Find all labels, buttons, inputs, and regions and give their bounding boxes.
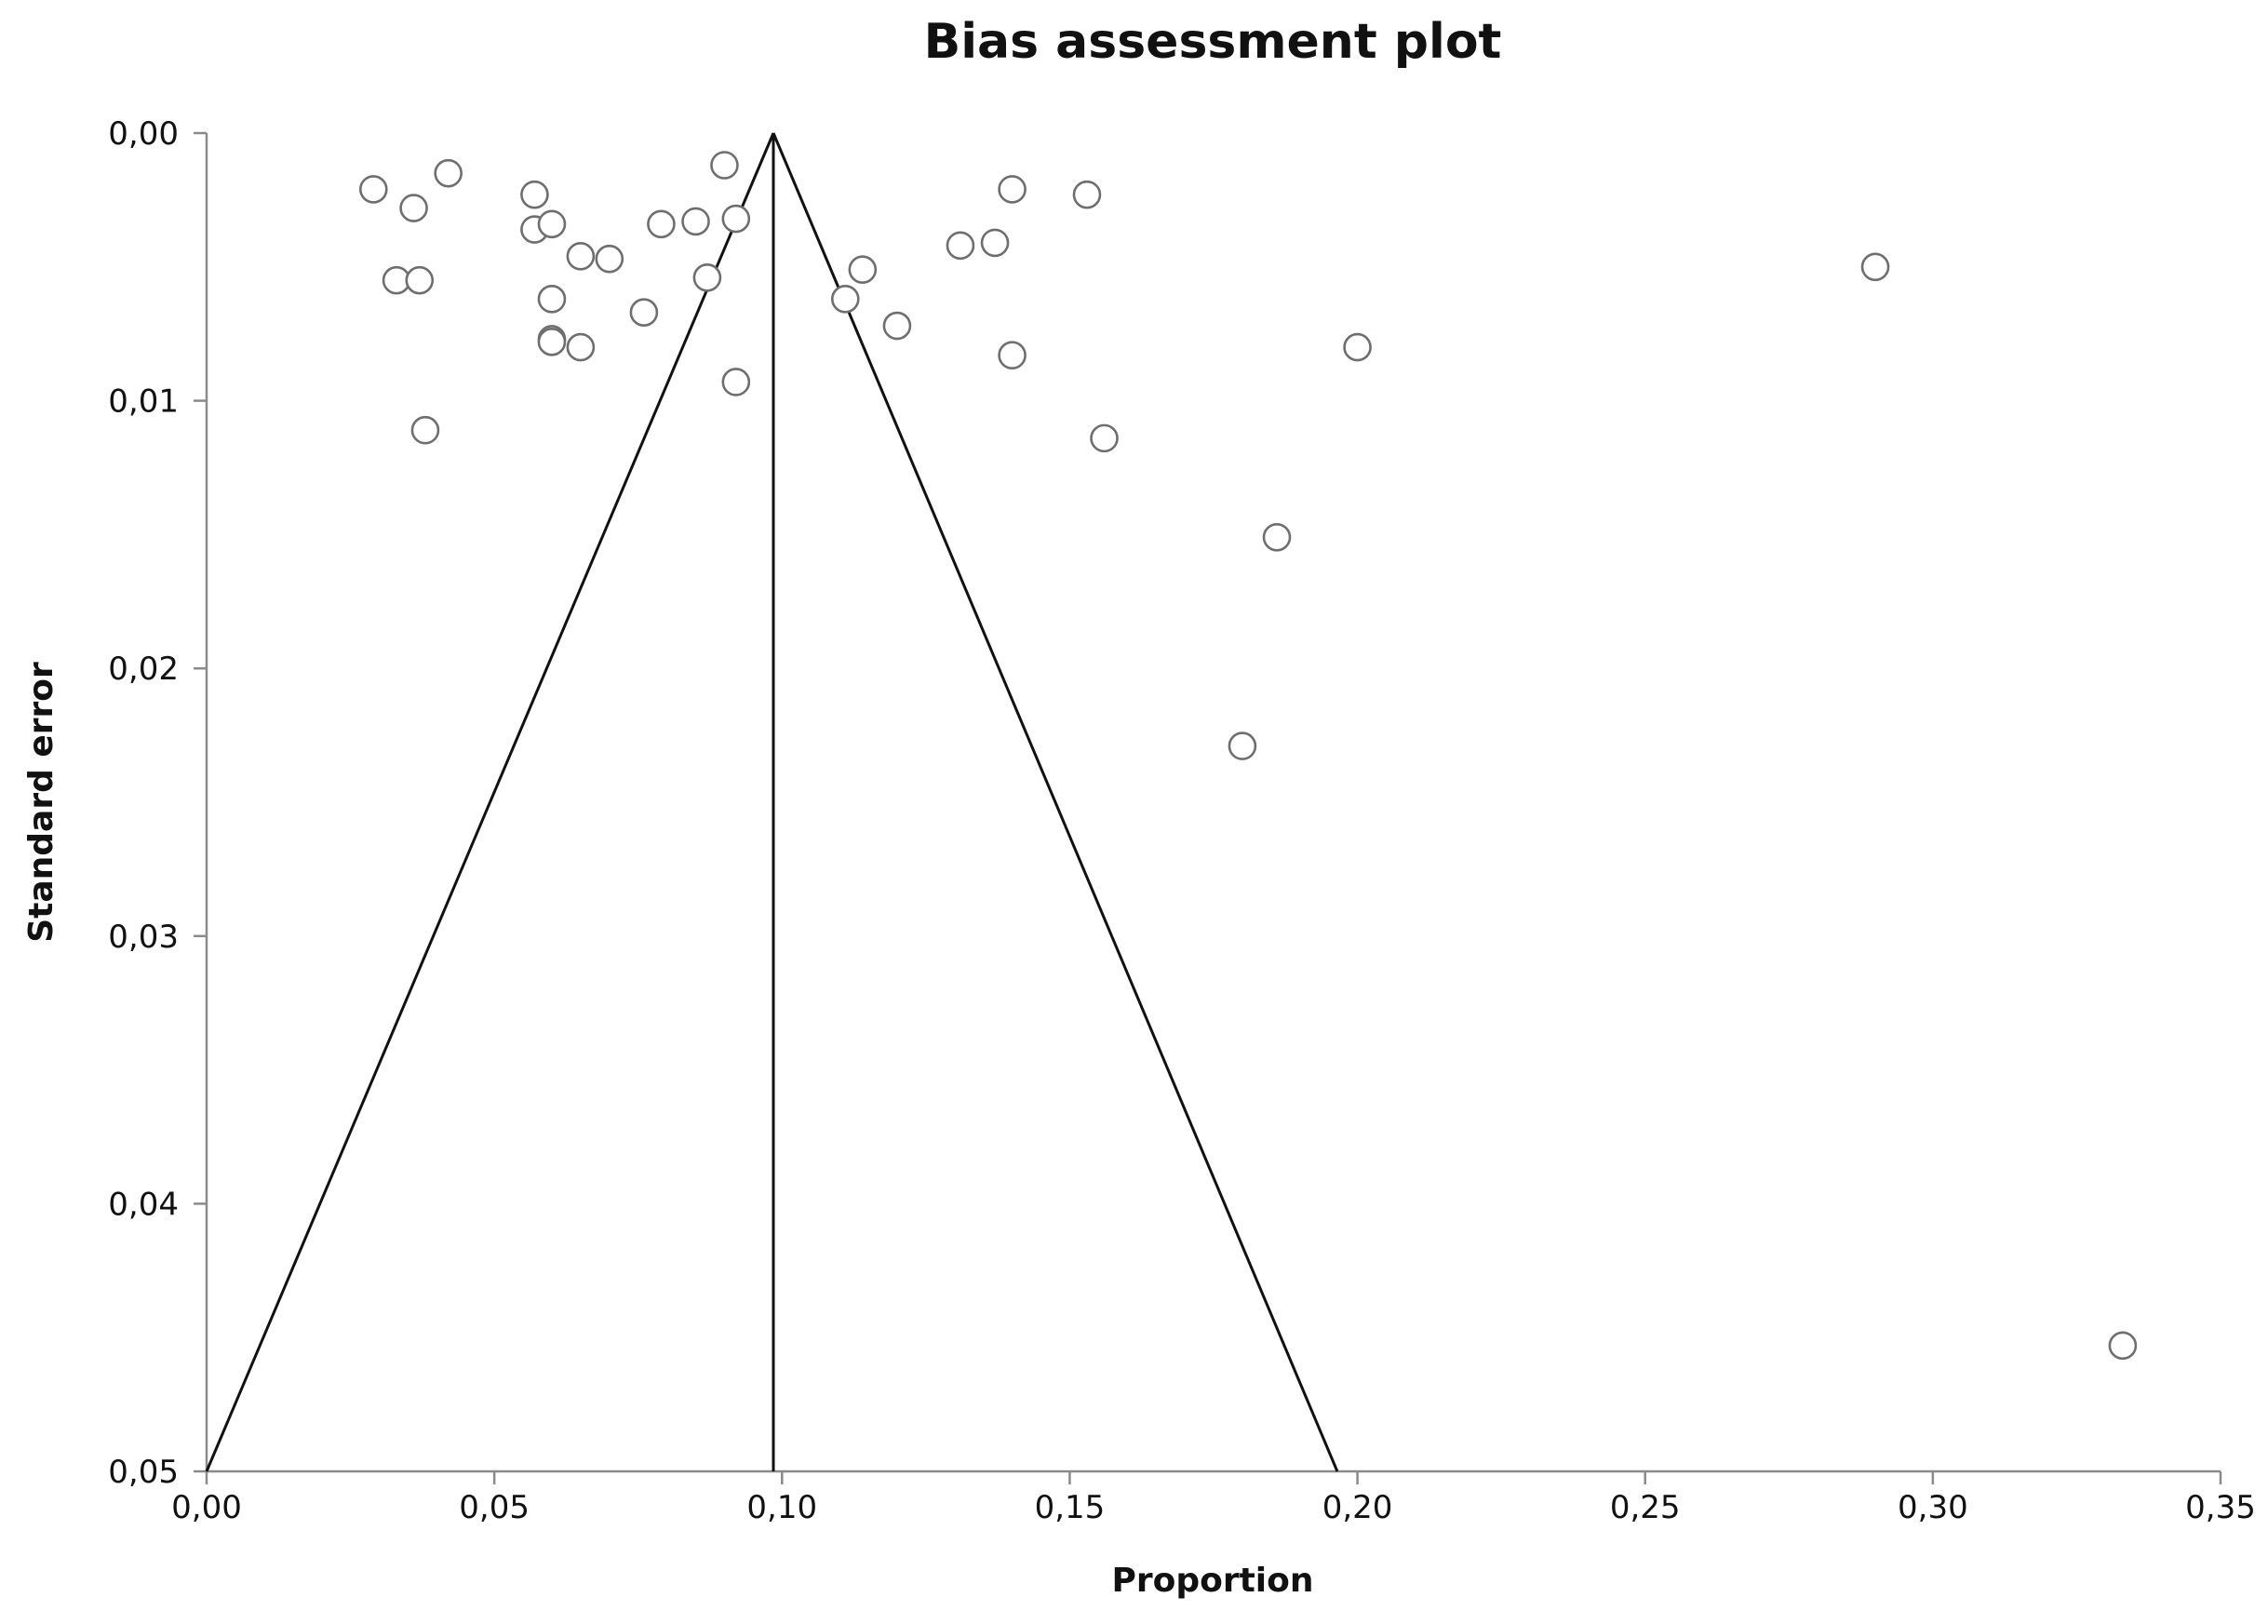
data-point xyxy=(595,244,624,274)
y-ticks: 0,00 0,01 0,02 0,03 0,04 0,05 xyxy=(108,115,207,1491)
x-tick-label: 0,30 xyxy=(1898,1489,1968,1526)
data-point xyxy=(980,228,1010,258)
y-tick-label: 0,00 xyxy=(108,115,179,153)
data-point xyxy=(2108,1331,2138,1361)
data-point xyxy=(520,180,549,209)
data-point xyxy=(566,332,596,362)
x-tick-label: 0,35 xyxy=(2185,1489,2256,1526)
data-point xyxy=(721,204,751,234)
data-point xyxy=(537,209,567,239)
y-tick-label: 0,05 xyxy=(108,1454,179,1491)
data-point xyxy=(1262,522,1292,552)
data-point xyxy=(721,368,751,396)
y-tick-label: 0,03 xyxy=(108,919,179,956)
y-tick-label: 0,04 xyxy=(108,1186,179,1223)
x-tick-label: 0,05 xyxy=(459,1489,530,1526)
axes xyxy=(205,133,2221,1473)
data-point xyxy=(848,255,878,284)
data-point xyxy=(647,209,676,239)
data-point xyxy=(537,328,567,356)
data-point xyxy=(692,263,722,292)
data-points xyxy=(359,151,2138,1361)
funnel-left-line xyxy=(205,132,775,1472)
data-point xyxy=(946,231,975,261)
y-axis-label: Standard error xyxy=(22,662,60,943)
x-tick-label: 0,00 xyxy=(171,1489,242,1526)
x-axis-label: Proportion xyxy=(1111,1562,1313,1600)
x-ticks: 0,00 0,05 0,10 0,15 0,20 0,25 0,30 0,35 xyxy=(171,1471,2256,1526)
funnel-right-line xyxy=(772,132,1339,1472)
data-point xyxy=(629,298,659,327)
x-tick-label: 0,15 xyxy=(1035,1489,1106,1526)
y-tick-label: 0,02 xyxy=(108,651,179,688)
data-point xyxy=(1228,731,1257,760)
data-point xyxy=(410,415,440,445)
funnel-lines xyxy=(205,132,1339,1472)
x-tick-label: 0,10 xyxy=(746,1489,817,1526)
chart-title: Bias assessment plot xyxy=(924,14,1502,70)
data-point xyxy=(998,341,1027,370)
data-point xyxy=(434,158,463,188)
data-point xyxy=(359,175,388,204)
x-tick-label: 0,25 xyxy=(1610,1489,1681,1526)
data-point xyxy=(1343,332,1372,362)
data-point xyxy=(1860,252,1890,282)
data-point xyxy=(710,151,739,180)
data-point xyxy=(399,194,428,222)
data-point xyxy=(1072,180,1102,209)
data-point xyxy=(998,175,1027,204)
data-point xyxy=(830,285,860,314)
data-point xyxy=(1090,423,1119,453)
data-point xyxy=(882,311,912,341)
x-tick-label: 0,20 xyxy=(1322,1489,1393,1526)
data-point xyxy=(405,265,435,295)
data-point xyxy=(537,285,567,314)
data-point xyxy=(566,241,596,271)
data-point xyxy=(681,207,710,236)
y-tick-label: 0,01 xyxy=(108,383,179,421)
